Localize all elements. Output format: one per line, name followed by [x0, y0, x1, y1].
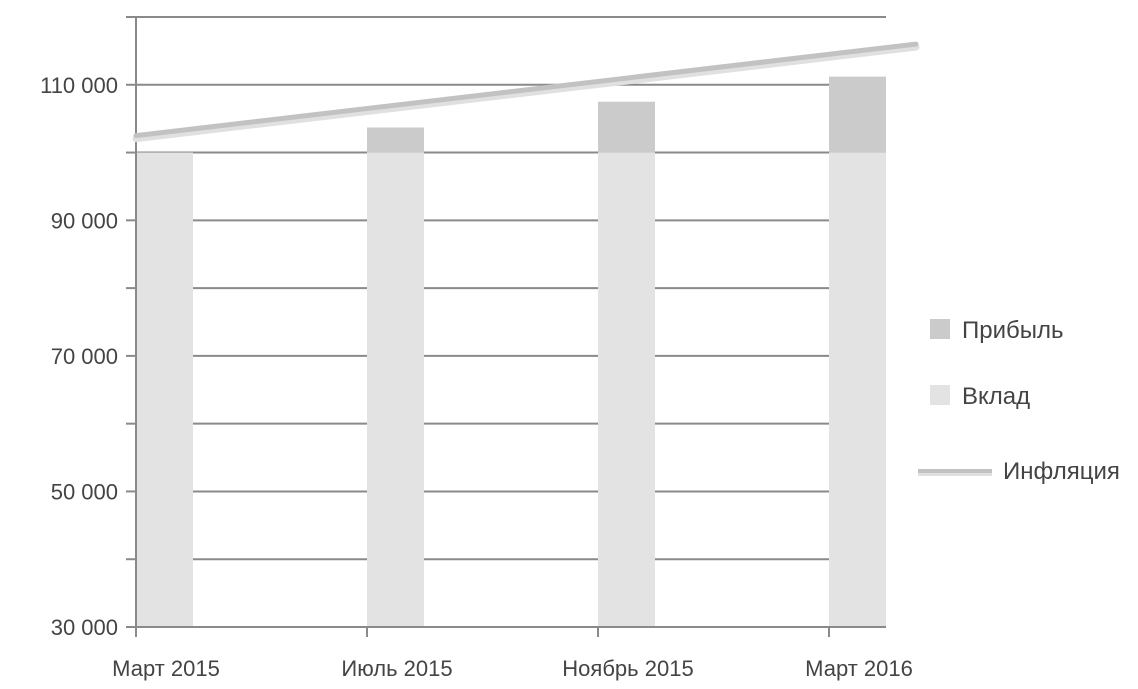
y-tick-label: 30 000	[51, 615, 118, 640]
y-tick-label: 110 000	[40, 73, 118, 98]
bar-pribyl	[367, 127, 424, 153]
y-tick-label: 50 000	[51, 479, 118, 504]
y-tick-label: 70 000	[51, 344, 118, 369]
legend-label: Инфляция	[1003, 458, 1120, 485]
y-axis-tick-labels: 30 000 50 000 70 000 90 000 110 000	[40, 73, 118, 640]
legend-label: Вклад	[962, 383, 1030, 410]
y-tick-label: 90 000	[51, 208, 118, 233]
legend: Прибыль Вклад Инфляция	[918, 317, 1120, 485]
bar-pribyl	[829, 76, 886, 153]
inflation-line-shadow	[132, 43, 920, 143]
x-tick-label: Март 2015	[112, 656, 220, 681]
bar-pribyl	[598, 101, 655, 153]
axes	[126, 16, 886, 637]
x-tick-label: Март 2016	[805, 656, 913, 681]
inflation-line-group	[132, 41, 920, 143]
x-tick-label: Ноябрь 2015	[562, 656, 693, 681]
x-axis-tick-labels: Март 2015 Июль 2015 Ноябрь 2015 Март 2016	[112, 656, 913, 681]
bar-vklad	[598, 152, 655, 628]
grid	[136, 16, 886, 561]
bar-vklad	[367, 152, 424, 628]
legend-swatch	[930, 319, 950, 339]
bar-vklad	[136, 152, 193, 628]
inflation-line	[133, 41, 919, 139]
legend-swatch	[930, 385, 950, 405]
x-tick-label: Июль 2015	[341, 656, 452, 681]
legend-label: Прибыль	[962, 317, 1064, 344]
bar-vklad	[829, 152, 886, 628]
bars	[136, 76, 886, 628]
